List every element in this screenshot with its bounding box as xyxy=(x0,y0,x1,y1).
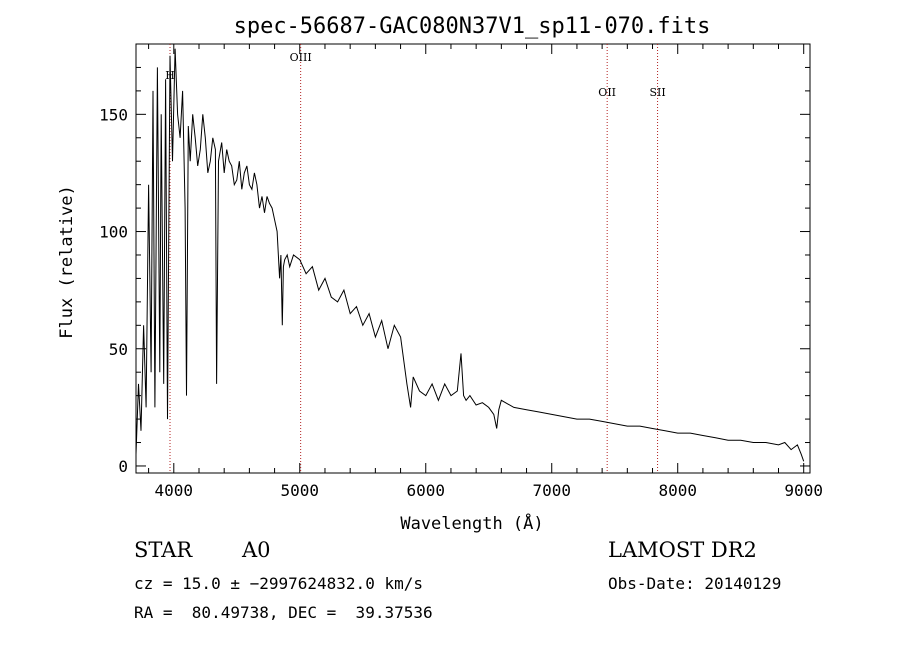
line-marker-label: OIII xyxy=(290,51,312,64)
x-tick-label: 9000 xyxy=(784,481,823,500)
x-tick-label: 7000 xyxy=(532,481,571,500)
y-axis-ticks: 0 50 100 150 xyxy=(99,66,810,476)
y-tick-label: 50 xyxy=(109,340,128,359)
chart-title: spec-56687-GAC080N37V1_sp11-070.fits xyxy=(234,14,711,39)
y-axis-label: Flux (relative) xyxy=(57,185,77,339)
x-axis-label: Wavelength (Å) xyxy=(400,512,543,534)
ra-dec-line: RA = 80.49738, DEC = 39.37536 xyxy=(134,603,433,622)
line-marker-label: OII xyxy=(598,86,616,99)
object-type: STAR xyxy=(134,538,193,562)
plot-frame xyxy=(135,43,811,474)
y-tick-label: 150 xyxy=(99,105,128,124)
x-tick-label: 4000 xyxy=(155,481,194,500)
x-tick-label: 8000 xyxy=(658,481,697,500)
y-tick-label: 100 xyxy=(99,223,128,242)
survey-name: LAMOST DR2 xyxy=(608,538,757,562)
obs-date: Obs-Date: 20140129 xyxy=(608,574,782,593)
y-tick-label: 0 xyxy=(118,457,128,476)
spectrum-line xyxy=(135,48,805,462)
x-tick-label: 6000 xyxy=(406,481,445,500)
spectral-subclass: A0 xyxy=(242,538,271,562)
line-marker-label: SII xyxy=(649,86,665,99)
redshift-line: cz = 15.0 ± −2997624832.0 km/s xyxy=(134,574,423,593)
x-axis-ticks: 4000 5000 6000 7000 8000 9000 xyxy=(148,44,823,500)
x-tick-label: 5000 xyxy=(281,481,320,500)
